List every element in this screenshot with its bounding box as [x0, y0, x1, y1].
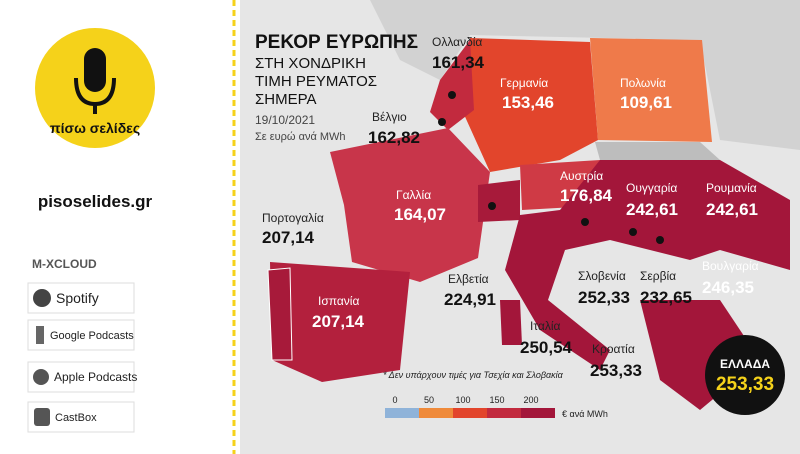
country-value: 253,33 [590, 361, 642, 380]
country-value: 162,82 [368, 128, 420, 147]
country-value: 232,65 [640, 288, 692, 307]
website[interactable]: pisoselides.gr [38, 192, 153, 211]
region [430, 40, 474, 130]
country-name: Ελβετία [448, 272, 489, 286]
country-value: 250,54 [520, 338, 573, 357]
country-name: Σλοβενία [578, 269, 626, 283]
platform-link[interactable]: CastBox [55, 412, 97, 424]
country-value: 207,14 [262, 228, 315, 247]
platform-link[interactable]: Spotify [56, 290, 99, 306]
country-name: Πορτογαλία [262, 211, 324, 225]
country-name: Ρουμανία [706, 181, 757, 195]
country-name: Ιταλία [530, 319, 561, 333]
marker [656, 236, 664, 244]
map-title: ΤΙΜΗ ΡΕΥΜΑΤΟΣ [255, 73, 377, 90]
legend-swatch [419, 408, 453, 418]
marker [488, 202, 496, 210]
legend-swatch [487, 408, 521, 418]
country-name: Κροατία [592, 342, 635, 356]
legend-tick: 50 [424, 395, 434, 405]
platform-link[interactable]: M-XCLOUD [32, 257, 97, 271]
region [478, 180, 520, 222]
country-value: 164,07 [394, 205, 446, 224]
platform-link[interactable]: Google Podcasts [50, 330, 134, 342]
footnote: * Δεν υπάρχουν τιμές για Τσεχία και Σλοβ… [383, 370, 564, 380]
country-name: Βέλγιο [372, 110, 407, 124]
icon [36, 326, 44, 344]
platform-badge[interactable] [27, 282, 135, 314]
legend-tick: 200 [523, 395, 538, 405]
logo-text: πίσω σελίδες [50, 120, 140, 136]
country-name: Ουγγαρία [626, 181, 677, 195]
country-name: Γερμανία [500, 76, 548, 90]
region [590, 38, 712, 142]
platform-link[interactable]: Apple Podcasts [54, 370, 137, 384]
legend-tick: 100 [455, 395, 470, 405]
legend [385, 408, 555, 418]
icon [33, 289, 51, 307]
region [270, 262, 410, 382]
map-title: ΣΤΗ ΧΟΝΔΡΙΚΗ [255, 55, 366, 72]
country-value: 161,34 [432, 53, 485, 72]
country-value: 153,46 [502, 93, 554, 112]
region [462, 38, 598, 172]
marker [581, 218, 589, 226]
country-name: Ισπανία [318, 294, 359, 308]
country-value: 253,33 [716, 374, 774, 395]
region [330, 128, 490, 282]
platform-badge[interactable] [27, 319, 135, 351]
legend-swatch [453, 408, 487, 418]
country-value: 109,61 [620, 93, 672, 112]
land [330, 0, 800, 150]
map-title: ΡΕΚΟΡ ΕΥΡΩΠΗΣ [255, 32, 418, 53]
country-name: Πολωνία [620, 76, 666, 90]
marker [438, 118, 446, 126]
country-name: Βουλγαρία [702, 259, 759, 273]
country-value: 242,61 [706, 200, 758, 219]
mic-icon [84, 48, 106, 92]
country-value: 176,84 [560, 186, 613, 205]
marker [629, 228, 637, 236]
country-value: 207,14 [312, 312, 365, 331]
country-value: 252,33 [578, 288, 630, 307]
unit: Σε ευρώ ανά MWh [255, 131, 346, 143]
region [505, 160, 790, 370]
country-name: Ολλανδία [432, 35, 482, 49]
legend-swatch [521, 408, 555, 418]
marker [448, 91, 456, 99]
date: 19/10/2021 [255, 113, 315, 127]
map-title: ΣΗΜΕΡΑ [255, 91, 317, 108]
country-name: Σερβία [640, 269, 676, 283]
icon [33, 369, 49, 385]
legend-tick: 0 [392, 395, 397, 405]
icon [34, 408, 50, 426]
country-name: ΕΛΛΑΔΑ [720, 357, 770, 371]
country-value: 246,35 [702, 278, 754, 297]
highlight-circle [705, 335, 785, 415]
legend-swatch [385, 408, 419, 418]
legend-tick: 150 [489, 395, 504, 405]
country-name: Γαλλία [396, 188, 431, 202]
region [500, 300, 522, 345]
country-value: 224,91 [444, 290, 496, 309]
region [267, 267, 293, 361]
legend-unit: € ανά MWh [562, 409, 608, 419]
country-name: Αυστρία [560, 169, 603, 183]
country-value: 242,61 [626, 200, 678, 219]
